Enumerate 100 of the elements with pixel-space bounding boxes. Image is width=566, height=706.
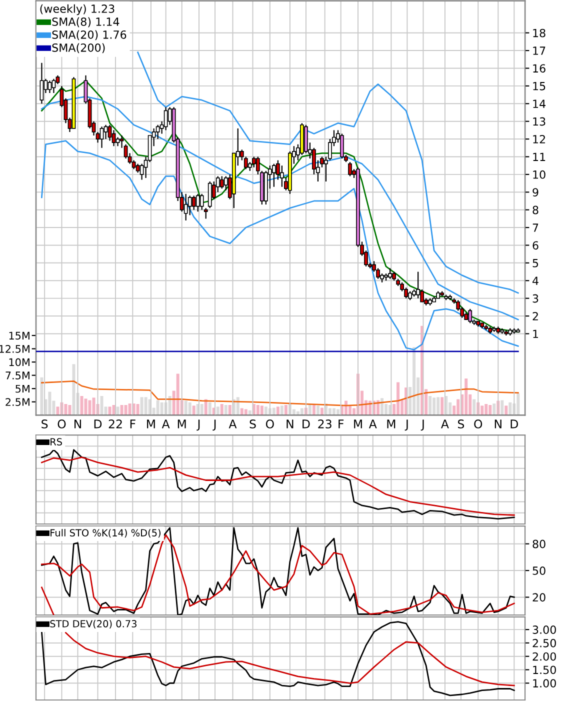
bar <box>40 377 44 416</box>
bar <box>84 398 88 416</box>
bar <box>240 408 244 416</box>
candlestick <box>192 195 196 210</box>
bar <box>280 406 284 416</box>
y-tick-label: 20 <box>532 593 546 602</box>
bar <box>316 406 320 416</box>
bar <box>492 403 496 416</box>
y-tick-label: 5 <box>532 259 538 268</box>
bar <box>412 347 416 416</box>
bar <box>64 404 68 416</box>
y-tick-label: 50 <box>532 566 546 575</box>
bar <box>284 405 288 416</box>
bar <box>440 397 444 416</box>
x-tick-label: O <box>474 420 482 428</box>
line-series <box>41 380 519 406</box>
line-series <box>41 140 519 350</box>
bar <box>456 399 460 416</box>
y2-tick-label: 15M <box>9 332 30 340</box>
bar <box>312 405 316 416</box>
x-tick-label: J <box>404 420 408 431</box>
y2-tick-label: 5M <box>16 384 30 393</box>
bar <box>320 408 324 416</box>
bar <box>472 399 476 416</box>
bar <box>480 406 484 416</box>
y-tick-label: 16 <box>533 64 546 73</box>
x-tick-label: F <box>338 420 344 428</box>
x-tick-label: D <box>510 420 518 428</box>
bar <box>136 404 140 416</box>
bar <box>500 400 504 416</box>
y2-tick-label: 7.5M <box>6 372 30 380</box>
x-tick-label: 22 <box>108 420 122 428</box>
bar <box>432 398 436 416</box>
candlestick <box>48 80 52 94</box>
bar <box>200 404 204 416</box>
x-tick-label: S <box>42 420 48 428</box>
y-tick-label: 4 <box>532 276 538 285</box>
x-tick-label: M <box>387 420 396 428</box>
x-tick-label: D <box>302 420 310 428</box>
candlestick <box>200 193 204 210</box>
bar <box>276 406 280 416</box>
y-tick-label: 18 <box>533 28 546 38</box>
y-tick-label: 2 <box>532 312 538 320</box>
candlestick <box>220 176 224 190</box>
bar <box>332 408 336 416</box>
y-tick-label: 11 <box>533 152 546 161</box>
x-tick-label: J <box>212 420 216 431</box>
legend-label: SMA(20) 1.76 <box>52 30 126 40</box>
bar <box>140 397 144 416</box>
x-tick-label: A <box>368 420 377 428</box>
bar <box>256 405 260 416</box>
bar <box>124 405 128 416</box>
bar <box>156 400 160 416</box>
y2-tick-label: 2.5M <box>6 398 30 406</box>
legend-label: SMA(200) <box>52 43 105 54</box>
bar <box>92 398 96 416</box>
bar <box>160 402 164 416</box>
line-series <box>65 632 515 686</box>
legend-label: SMA(8) 1.14 <box>52 17 120 28</box>
x-tick-label: O <box>58 420 66 428</box>
candlestick <box>388 268 392 280</box>
x-tick-label: M <box>178 420 186 428</box>
x-tick-label: S <box>250 420 256 428</box>
x-tick-label: N <box>494 420 502 428</box>
bar <box>68 405 72 416</box>
legend-label: RS <box>50 438 62 446</box>
bar <box>264 406 268 416</box>
y-tick-label: 1.50 <box>533 666 556 674</box>
bar <box>504 406 508 416</box>
bar <box>56 406 60 416</box>
y-tick-label: 9 <box>532 188 538 197</box>
bar <box>464 378 468 416</box>
bar <box>176 374 180 416</box>
bar <box>260 406 264 416</box>
x-tick-label: D <box>94 420 102 428</box>
bar <box>224 405 228 416</box>
bar <box>184 400 188 416</box>
bar <box>116 406 120 416</box>
bar <box>108 406 112 416</box>
y-tick-label: 8 <box>532 206 538 214</box>
x-tick-label: A <box>162 420 170 428</box>
bar <box>80 396 84 416</box>
x-tick-label: A <box>441 420 449 428</box>
candlestick <box>208 180 212 209</box>
bar <box>192 406 196 416</box>
x-tick-label: 23 <box>318 420 332 428</box>
y-tick-label: 2.50 <box>532 638 556 648</box>
y-tick-label: 12 <box>533 135 545 144</box>
bar <box>220 404 224 416</box>
bar <box>48 392 52 416</box>
candlestick <box>184 193 188 221</box>
x-tick-label: F <box>130 420 136 428</box>
bar <box>88 400 92 416</box>
candlestick <box>40 62 44 104</box>
candlestick <box>196 193 200 212</box>
y-tick-label: 14 <box>533 100 546 108</box>
x-tick-label: J <box>420 420 424 431</box>
y-tick-label: 1.00 <box>533 679 556 688</box>
bar <box>128 403 132 416</box>
y-tick-label: 17 <box>533 46 546 55</box>
